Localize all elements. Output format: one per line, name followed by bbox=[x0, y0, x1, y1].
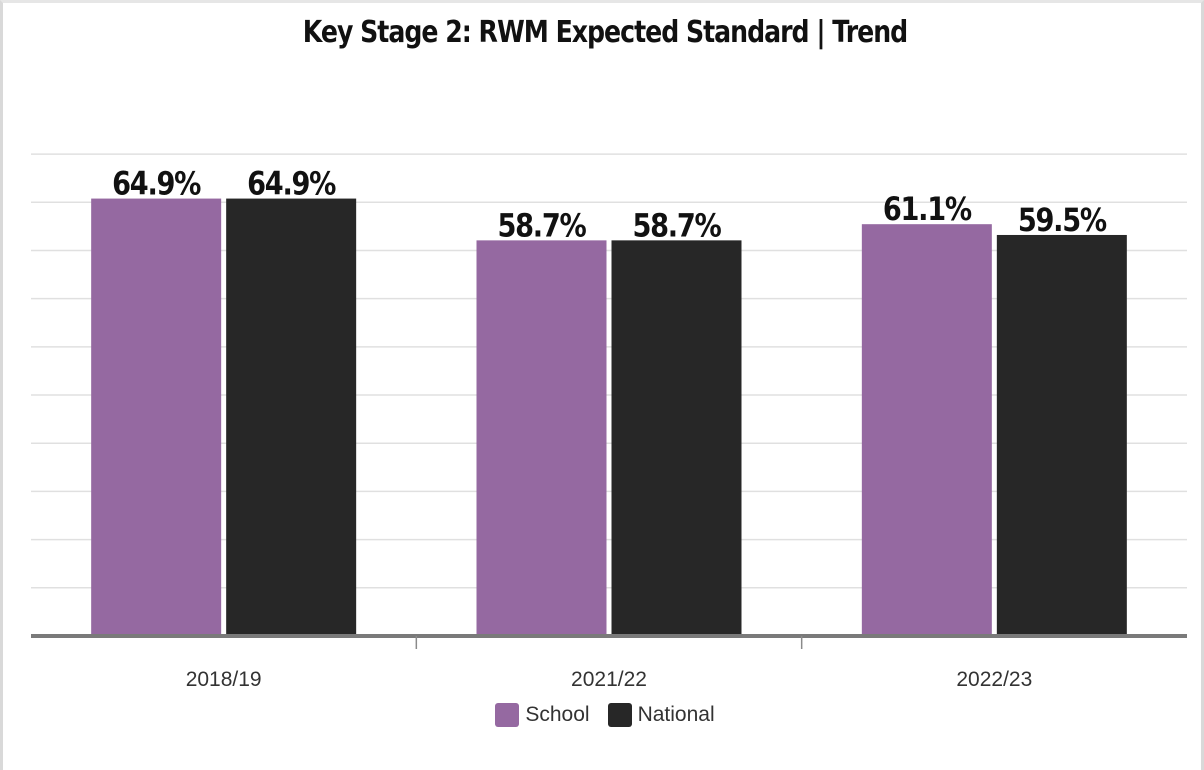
data-label: 61.1% bbox=[883, 190, 972, 228]
data-label: 64.9% bbox=[112, 165, 201, 203]
gridlines bbox=[31, 153, 1187, 589]
bar-national-2021-22[interactable] bbox=[611, 240, 742, 636]
legend-swatch-national bbox=[607, 703, 632, 727]
legend-item-school[interactable]: School bbox=[495, 703, 590, 727]
data-label: 58.7% bbox=[633, 206, 722, 244]
bar-national-2018-19[interactable] bbox=[226, 198, 357, 636]
x-axis-label: 2022/23 bbox=[956, 668, 1032, 691]
data-label: 59.5% bbox=[1018, 201, 1107, 239]
x-axis-ticks bbox=[415, 636, 803, 649]
bars bbox=[91, 198, 1127, 636]
x-axis-label: 2018/19 bbox=[186, 668, 262, 691]
data-label: 64.9% bbox=[247, 165, 336, 203]
x-axis-label: 2021/22 bbox=[571, 668, 647, 691]
bar-school-2018-19[interactable] bbox=[91, 198, 222, 636]
data-label: 58.7% bbox=[498, 206, 587, 244]
legend: School National bbox=[3, 703, 1204, 727]
bar-chart: 64.9% 64.9%58.7% 58.7% 61.1% 59.5% 2018/19 20… bbox=[31, 153, 1187, 691]
data-labels: 64.9% 64.9% 58.7% 58.7% 61.1% 59.5% bbox=[112, 165, 1108, 245]
legend-label-national: National bbox=[637, 703, 715, 726]
bar-school-2021-22[interactable] bbox=[476, 240, 607, 636]
legend-label-school: School bbox=[525, 703, 590, 726]
bar-school-2022-23[interactable] bbox=[861, 224, 992, 636]
legend-item-national[interactable]: National bbox=[607, 703, 715, 727]
chart-title: Key Stage 2: RWM Expected Standard | Tre… bbox=[302, 15, 908, 50]
legend-swatch-school bbox=[495, 703, 520, 727]
x-axis-labels: 2018/19 2021/22 2022/23 bbox=[186, 668, 1033, 691]
bar-national-2022-23[interactable] bbox=[996, 234, 1127, 636]
